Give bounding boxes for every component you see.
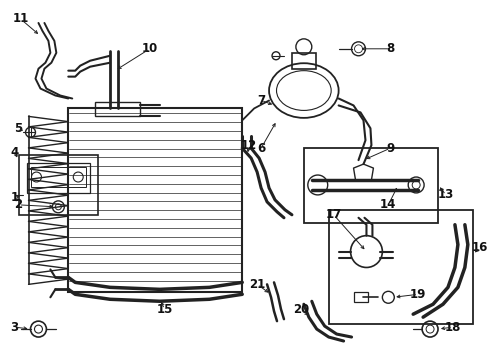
Text: 13: 13 <box>437 188 453 201</box>
Bar <box>353 292 367 302</box>
Bar <box>303 148 437 223</box>
Bar <box>328 210 472 324</box>
Text: 11: 11 <box>12 13 29 26</box>
Text: 21: 21 <box>248 278 264 291</box>
Text: 4: 4 <box>10 146 19 159</box>
Text: 14: 14 <box>379 198 396 211</box>
Bar <box>291 53 315 69</box>
Text: 3: 3 <box>11 321 19 334</box>
Text: 16: 16 <box>470 241 487 254</box>
Text: 1: 1 <box>11 192 19 204</box>
Text: 10: 10 <box>142 42 158 55</box>
Bar <box>30 167 86 187</box>
Text: 6: 6 <box>257 142 264 155</box>
Text: 8: 8 <box>386 42 394 55</box>
Text: 19: 19 <box>409 288 426 301</box>
Text: 7: 7 <box>257 94 264 107</box>
Bar <box>26 163 90 193</box>
Text: 12: 12 <box>241 139 257 152</box>
Bar <box>68 108 242 292</box>
Text: 17: 17 <box>325 208 341 221</box>
Text: 5: 5 <box>15 122 22 135</box>
Bar <box>95 103 140 116</box>
Bar <box>19 155 98 215</box>
Text: 15: 15 <box>156 303 173 316</box>
Text: 2: 2 <box>15 198 22 211</box>
Text: 18: 18 <box>444 321 460 334</box>
Text: 20: 20 <box>292 303 308 316</box>
Text: 9: 9 <box>386 142 394 155</box>
